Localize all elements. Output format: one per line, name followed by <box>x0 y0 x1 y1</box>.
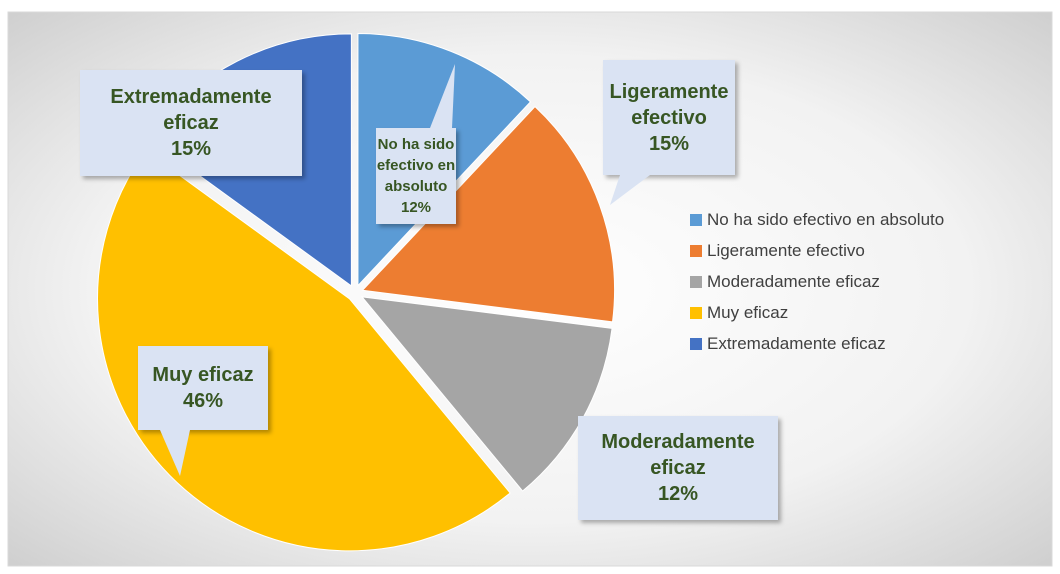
legend-label: Ligeramente efectivo <box>707 241 865 260</box>
data-label-box <box>603 60 735 175</box>
data-label: Extremadamente eficaz 15% <box>80 70 302 176</box>
data-label: No ha sido efectivo en absoluto 12% <box>376 128 456 224</box>
legend-label: Muy eficaz <box>707 303 789 322</box>
legend-swatch <box>690 307 702 319</box>
data-label-box <box>80 70 302 176</box>
legend-entry: Muy eficaz <box>690 303 788 323</box>
legend-entry: Ligeramente efectivo <box>690 241 865 261</box>
data-label-box <box>578 416 778 520</box>
data-label-box <box>376 128 456 224</box>
legend-swatch <box>690 276 702 288</box>
legend-swatch <box>690 338 702 350</box>
data-label-category: No ha sido efectivo en absoluto <box>376 136 456 195</box>
legend-entry: Moderadamente eficaz <box>690 272 880 292</box>
data-label-category: Moderadamente eficaz <box>601 431 755 479</box>
data-label-value: 12% <box>400 199 432 216</box>
legend-label: No ha sido efectivo en absoluto <box>707 210 945 229</box>
legend-label: Moderadamente eficaz <box>707 272 880 291</box>
data-label-category: Extremadamente eficaz <box>110 86 272 134</box>
data-label: Ligeramente efectivo 15% <box>603 60 735 175</box>
legend-swatch <box>690 214 702 226</box>
legend-entry: No ha sido efectivo en absoluto <box>690 210 944 230</box>
legend-swatch <box>690 245 702 257</box>
data-label-value: 12% <box>657 483 699 505</box>
callout-pointer <box>430 64 455 128</box>
pie-slice <box>361 105 615 323</box>
pie-slice <box>97 150 511 552</box>
data-label-category: Muy eficaz <box>152 364 254 386</box>
data-label: Moderadamente eficaz 12% <box>578 416 778 520</box>
legend-entry: Extremadamente eficaz <box>690 334 886 354</box>
data-label-box <box>138 346 268 430</box>
data-label-category: Ligeramente efectivo <box>609 80 729 129</box>
callout-pointer <box>160 430 190 476</box>
data-label: Muy eficaz 46% <box>138 346 268 430</box>
data-label-value: 46% <box>182 390 224 412</box>
legend-label: Extremadamente eficaz <box>707 334 886 353</box>
callout-pointer <box>610 175 650 205</box>
data-label-value: 15% <box>648 132 690 155</box>
data-label-value: 15% <box>170 138 212 160</box>
